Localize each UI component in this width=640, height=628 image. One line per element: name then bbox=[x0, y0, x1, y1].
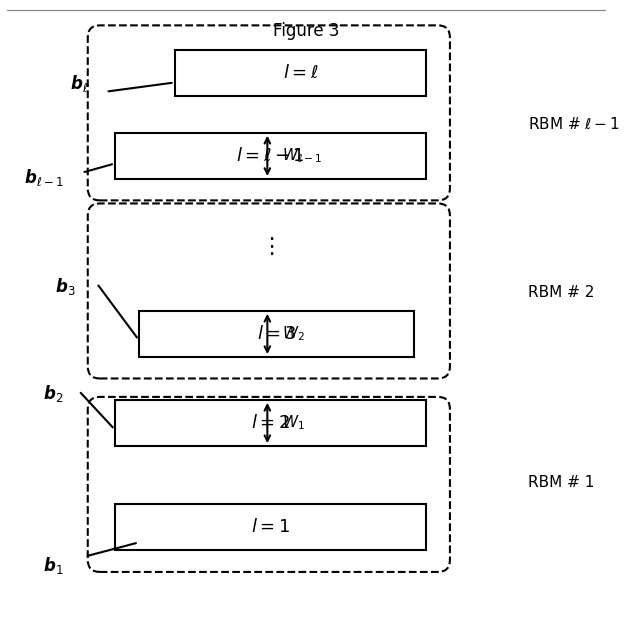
Text: $l = 1$: $l = 1$ bbox=[251, 518, 290, 536]
FancyBboxPatch shape bbox=[115, 504, 426, 550]
Text: $\boldsymbol{b}_{\ell}$: $\boldsymbol{b}_{\ell}$ bbox=[70, 73, 88, 94]
FancyBboxPatch shape bbox=[175, 50, 426, 96]
FancyBboxPatch shape bbox=[115, 133, 426, 179]
Text: $\boldsymbol{b}_2$: $\boldsymbol{b}_2$ bbox=[44, 383, 64, 404]
Text: $\vdots$: $\vdots$ bbox=[260, 236, 275, 257]
Text: $W_{\ell-1}$: $W_{\ell-1}$ bbox=[282, 146, 323, 165]
FancyBboxPatch shape bbox=[139, 311, 414, 357]
Text: Figure 3: Figure 3 bbox=[273, 23, 339, 40]
Text: $l = 3$: $l = 3$ bbox=[257, 325, 296, 343]
Text: RBM # 1: RBM # 1 bbox=[528, 475, 594, 490]
Text: $\boldsymbol{b}_3$: $\boldsymbol{b}_3$ bbox=[55, 276, 76, 297]
Text: $l = \ell$: $l = \ell$ bbox=[282, 64, 318, 82]
Text: $\boldsymbol{b}_1$: $\boldsymbol{b}_1$ bbox=[44, 555, 64, 577]
Text: RBM # 2: RBM # 2 bbox=[528, 285, 594, 300]
Text: RBM # $\ell-1$: RBM # $\ell-1$ bbox=[528, 116, 620, 132]
Text: $W_2$: $W_2$ bbox=[282, 324, 305, 343]
Text: $\boldsymbol{b}_{\ell-1}$: $\boldsymbol{b}_{\ell-1}$ bbox=[24, 167, 64, 188]
Text: $l = 2$: $l = 2$ bbox=[251, 414, 290, 432]
Text: $l = \ell - 1$: $l = \ell - 1$ bbox=[236, 147, 305, 165]
Text: $W_1$: $W_1$ bbox=[282, 413, 305, 432]
FancyBboxPatch shape bbox=[115, 400, 426, 446]
